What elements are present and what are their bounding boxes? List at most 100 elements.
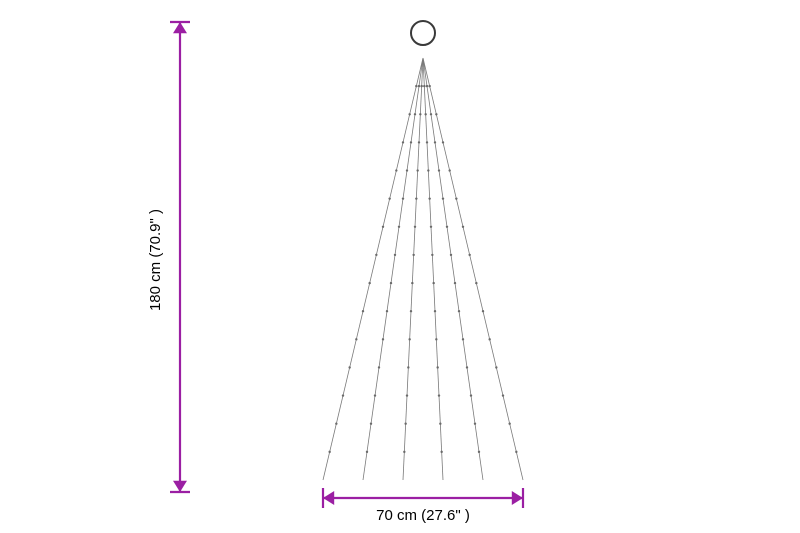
led-dot <box>446 226 448 228</box>
led-dot <box>420 85 422 87</box>
led-dot <box>375 254 377 256</box>
top-ring <box>411 21 435 45</box>
led-dot <box>450 254 452 256</box>
led-dot <box>410 310 412 312</box>
led-dot <box>466 366 468 368</box>
led-dot <box>442 197 444 199</box>
led-dot <box>355 338 357 340</box>
strand <box>423 58 443 480</box>
led-dot <box>406 394 408 396</box>
led-dot <box>402 141 404 143</box>
led-dot <box>431 254 433 256</box>
led-dot <box>478 451 480 453</box>
led-dot <box>395 169 397 171</box>
led-dot <box>415 197 417 199</box>
led-dot <box>482 310 484 312</box>
led-dot <box>328 451 330 453</box>
led-dot <box>342 394 344 396</box>
led-dot <box>386 310 388 312</box>
led-dot <box>410 141 412 143</box>
led-dot <box>424 113 426 115</box>
led-dot <box>502 394 504 396</box>
led-dot <box>462 226 464 228</box>
led-dot <box>462 338 464 340</box>
led-dot <box>435 113 437 115</box>
led-dot <box>366 451 368 453</box>
led-dot <box>458 310 460 312</box>
led-dot <box>370 423 372 425</box>
led-dot <box>436 366 438 368</box>
led-dot <box>388 197 390 199</box>
led-dot <box>430 113 432 115</box>
led-dot <box>394 254 396 256</box>
led-dot <box>454 282 456 284</box>
led-dot <box>406 169 408 171</box>
led-dot <box>423 85 425 87</box>
arrow-left-icon <box>323 491 334 505</box>
arrow-down-icon <box>173 481 187 492</box>
led-dot <box>411 282 413 284</box>
led-dot <box>468 254 470 256</box>
led-dot <box>434 141 436 143</box>
led-dot <box>488 338 490 340</box>
led-dot <box>407 366 409 368</box>
led-dot <box>475 282 477 284</box>
led-dot <box>348 366 350 368</box>
led-dot <box>335 423 337 425</box>
led-dot <box>362 310 364 312</box>
led-dot <box>408 113 410 115</box>
led-dot <box>402 197 404 199</box>
led-dot <box>435 338 437 340</box>
led-dot <box>382 338 384 340</box>
led-dot <box>412 254 414 256</box>
led-dot <box>415 85 417 87</box>
led-dot <box>414 226 416 228</box>
strand <box>363 58 423 480</box>
strand <box>423 58 483 480</box>
led-dot <box>374 394 376 396</box>
led-dot <box>434 310 436 312</box>
dimension-diagram: 180 cm (70.9" ) 70 cm (27.6" ) <box>0 0 800 533</box>
height-label: 180 cm (70.9" ) <box>147 209 164 311</box>
led-dot <box>448 169 450 171</box>
width-label: 70 cm (27.6" ) <box>376 507 470 524</box>
strand <box>403 58 423 480</box>
strand <box>423 58 523 480</box>
led-dot <box>428 197 430 199</box>
strands <box>323 58 523 480</box>
led-dot <box>418 85 420 87</box>
led-dot <box>368 282 370 284</box>
led-dot <box>390 282 392 284</box>
led-dot <box>438 169 440 171</box>
led-dot <box>382 226 384 228</box>
led-dot <box>515 451 517 453</box>
led-dot <box>455 197 457 199</box>
led-dot <box>426 85 428 87</box>
led-dot <box>470 394 472 396</box>
led-dot <box>414 113 416 115</box>
led-dot <box>428 85 430 87</box>
led-dot <box>495 366 497 368</box>
led-dot <box>442 141 444 143</box>
led-dot <box>403 451 405 453</box>
arrow-right-icon <box>512 491 523 505</box>
led-dot <box>440 451 442 453</box>
width-dimension: 70 cm (27.6" ) <box>323 488 523 524</box>
led-dot <box>416 169 418 171</box>
strand <box>323 58 423 480</box>
led-dot <box>404 423 406 425</box>
arrow-up-icon <box>173 22 187 33</box>
led-dot <box>474 423 476 425</box>
led-dot <box>408 338 410 340</box>
led-dot <box>426 141 428 143</box>
led-dot <box>427 169 429 171</box>
led-dot <box>430 226 432 228</box>
led-dot <box>418 141 420 143</box>
led-dot <box>438 394 440 396</box>
led-dot <box>508 423 510 425</box>
led-dot <box>398 226 400 228</box>
led-dot <box>439 423 441 425</box>
led-dot <box>378 366 380 368</box>
led-dot <box>419 113 421 115</box>
height-dimension: 180 cm (70.9" ) <box>147 22 190 492</box>
